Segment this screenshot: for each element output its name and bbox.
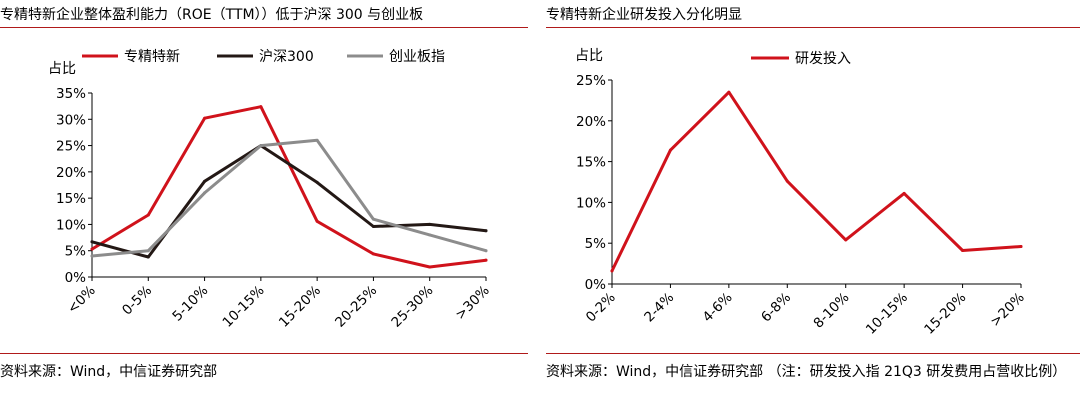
data-point — [727, 90, 731, 94]
x-tick-label: >30% — [452, 282, 493, 323]
y-tick-label: 25% — [56, 139, 86, 155]
x-tick-label: <0% — [64, 282, 99, 317]
series-line — [90, 144, 488, 259]
data-point — [668, 148, 672, 152]
title-divider — [546, 27, 1080, 28]
y-tick-label: 35% — [56, 86, 86, 102]
data-point — [146, 249, 150, 253]
y-tick-label: 15% — [576, 155, 606, 171]
chart-title: 专精特新企业整体盈利能力（ROE（TTM））低于沪深 300 与创业板 — [0, 7, 424, 23]
x-tick-label: 15-20% — [921, 289, 969, 337]
title-divider — [0, 27, 528, 28]
legend-label: 沪深300 — [259, 49, 314, 65]
source-note: 资料来源：Wind，中信证券研究部 — [0, 364, 218, 380]
x-tick-label: 4-6% — [700, 289, 736, 325]
y-axis-label: 占比 — [48, 61, 76, 77]
data-point — [785, 179, 789, 183]
data-point — [371, 225, 375, 229]
y-tick-label: 0% — [585, 277, 607, 293]
y-tick-label: 20% — [56, 165, 86, 181]
y-axis-label: 占比 — [575, 48, 603, 64]
rnd-distribution-chart: 占比 0% 5% 10% 15% 20% 25% 0-2% 2-4% 4-6% 6-8% 8-10% 1… — [575, 48, 1028, 338]
data-point — [902, 191, 906, 195]
y-tick-label: 10% — [576, 195, 606, 211]
data-point — [146, 255, 150, 259]
x-tick-label: 10-15% — [220, 282, 268, 330]
x-tick-label: >20% — [987, 289, 1028, 330]
x-tick-label: 0-2% — [583, 289, 619, 325]
source-divider — [0, 353, 528, 354]
data-point — [371, 252, 375, 256]
data-point — [610, 269, 614, 273]
data-point — [90, 247, 94, 251]
legend-label: 研发投入 — [795, 51, 851, 67]
x-tick-label: 15-20% — [276, 282, 324, 330]
data-point — [484, 258, 488, 262]
x-tick-label: 20-25% — [332, 282, 380, 330]
series-line — [610, 90, 1023, 273]
data-point — [90, 254, 94, 258]
data-point — [315, 219, 319, 223]
data-point — [259, 105, 263, 109]
data-point — [203, 116, 207, 120]
data-point — [484, 249, 488, 253]
data-point — [90, 240, 94, 244]
x-tick-label: 6-8% — [758, 289, 794, 325]
data-point — [146, 213, 150, 217]
y-tick-label: 20% — [576, 114, 606, 130]
data-point — [203, 179, 207, 183]
data-point — [484, 229, 488, 233]
legend-label: 专精特新 — [124, 49, 180, 65]
x-tick-label: 2-4% — [641, 289, 677, 325]
data-point — [371, 217, 375, 221]
legend-label: 创业板指 — [389, 49, 445, 65]
data-point — [203, 191, 207, 195]
x-tick-label: 0-5% — [119, 282, 155, 318]
roe-distribution-chart: 占比 0% 5% 10% 15% 20% 25% 30% 35% <0% 0-5% 5-10% 10-1… — [48, 49, 493, 331]
source-note: 资料来源：Wind，中信证券研究部 （注：研发投入指 21Q3 研发费用占营收比… — [546, 364, 1067, 380]
y-tick-label: 30% — [56, 112, 86, 128]
y-tick-label: 5% — [65, 244, 87, 260]
data-point — [259, 144, 263, 148]
data-point — [1019, 244, 1023, 248]
y-tick-label: 5% — [585, 236, 607, 252]
data-point — [428, 233, 432, 237]
x-tick-label: 10-15% — [863, 289, 911, 337]
x-tick-label: 5-10% — [169, 282, 211, 324]
chart-panel-rnd: 专精特新企业研发投入分化明显 占比 0% 5% 10% 15% 20% 25% 0-2% 2-4… — [546, 0, 1080, 414]
data-point — [428, 222, 432, 226]
source-divider — [546, 353, 1080, 354]
y-tick-label: 0% — [65, 270, 87, 286]
data-point — [315, 138, 319, 142]
data-point — [844, 238, 848, 242]
x-tick-label: 25-30% — [388, 282, 436, 330]
series-line — [90, 105, 488, 269]
y-tick-label: 25% — [576, 73, 606, 89]
series-line — [90, 138, 488, 258]
data-point — [428, 265, 432, 269]
x-tick-label: 8-10% — [810, 289, 852, 331]
chart-title: 专精特新企业研发投入分化明显 — [546, 7, 742, 23]
data-point — [961, 249, 965, 253]
y-tick-label: 10% — [56, 217, 86, 233]
chart-panel-roe: 专精特新企业整体盈利能力（ROE（TTM））低于沪深 300 与创业板 占比 0%… — [0, 0, 528, 414]
y-tick-label: 15% — [56, 191, 86, 207]
data-point — [315, 180, 319, 184]
